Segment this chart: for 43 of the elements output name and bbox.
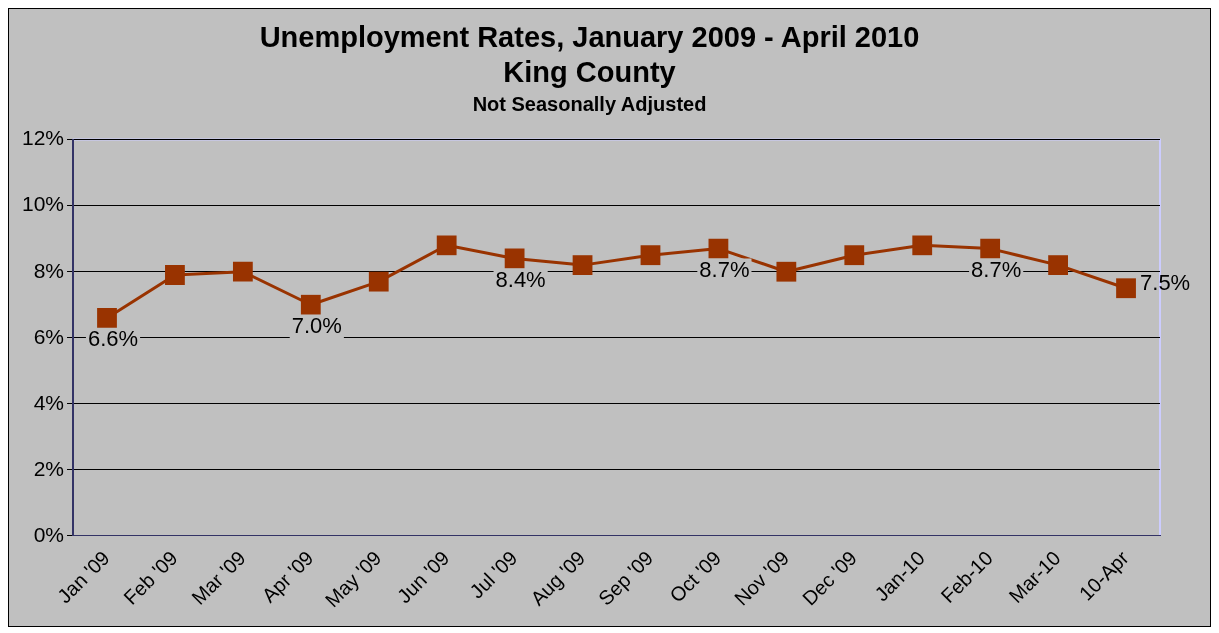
x-tick-label: Apr '09 — [257, 546, 318, 607]
x-tick-label: Oct '09 — [665, 546, 726, 607]
point — [300, 294, 321, 315]
y-tick-label: 6% — [33, 324, 65, 348]
x-tick-label: Mar '09 — [187, 546, 250, 609]
point — [980, 238, 1001, 259]
point — [776, 261, 797, 282]
point — [165, 265, 185, 285]
point — [708, 238, 729, 259]
chart-title: Unemployment Rates, January 2009 - April 2010 King County — [259, 21, 920, 89]
x-tick-label: Jan '09 — [53, 546, 114, 608]
x-tick-label: Feb '09 — [119, 546, 182, 609]
point — [844, 245, 865, 266]
y-tick-label: 10% — [22, 192, 65, 216]
x-tick-label: Aug '09 — [526, 546, 590, 610]
point — [232, 261, 253, 282]
y-tick-label: 0% — [33, 522, 65, 546]
point — [1116, 278, 1136, 299]
point — [572, 255, 593, 276]
data-label: 8.7% — [699, 256, 750, 282]
point — [912, 235, 933, 256]
x-tick-label: Jun '09 — [392, 546, 454, 608]
point — [640, 245, 661, 266]
x-tick-label: Jul '09 — [465, 546, 522, 603]
point — [436, 235, 457, 256]
data-label: 7.0% — [291, 312, 342, 338]
point — [368, 271, 389, 292]
data-label: 8.7% — [971, 256, 1022, 282]
y-tick-label: 8% — [33, 258, 65, 282]
x-tick-label: Dec '09 — [797, 546, 862, 610]
point — [97, 308, 117, 328]
point — [504, 248, 525, 269]
y-tick-label: 12% — [22, 126, 65, 150]
y-tick-label: 2% — [33, 456, 65, 480]
data-label: 6.6% — [87, 326, 139, 352]
chart-subtitle: Not Seasonally Adjusted — [472, 93, 707, 116]
point — [1048, 255, 1068, 276]
y-tick-label: 4% — [33, 390, 65, 414]
data-label: 7.5% — [1140, 270, 1191, 296]
x-tick-label: May '09 — [320, 546, 386, 612]
x-tick-label: Nov '09 — [730, 546, 794, 610]
x-tick-label: Sep '09 — [594, 546, 658, 610]
data-label: 8.4% — [495, 266, 546, 292]
